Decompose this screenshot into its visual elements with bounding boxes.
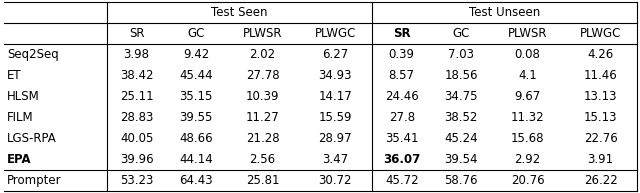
Text: 21.28: 21.28 [246, 132, 279, 145]
Text: 11.46: 11.46 [584, 69, 618, 82]
Text: 6.27: 6.27 [323, 48, 349, 61]
Text: 2.56: 2.56 [250, 153, 276, 166]
Text: 48.66: 48.66 [179, 132, 213, 145]
Text: 44.14: 44.14 [179, 153, 213, 166]
Text: 0.39: 0.39 [388, 48, 415, 61]
Text: 18.56: 18.56 [445, 69, 478, 82]
Text: 45.72: 45.72 [385, 174, 419, 187]
Text: 0.08: 0.08 [515, 48, 541, 61]
Text: 10.39: 10.39 [246, 90, 279, 103]
Text: 3.91: 3.91 [588, 153, 614, 166]
Text: 13.13: 13.13 [584, 90, 618, 103]
Text: LGS-RPA: LGS-RPA [7, 132, 57, 145]
Text: 35.41: 35.41 [385, 132, 419, 145]
Text: 15.59: 15.59 [319, 111, 352, 124]
Text: 7.03: 7.03 [449, 48, 474, 61]
Text: 34.93: 34.93 [319, 69, 352, 82]
Text: 28.83: 28.83 [120, 111, 153, 124]
Text: 4.1: 4.1 [518, 69, 537, 82]
Text: 25.11: 25.11 [120, 90, 154, 103]
Text: 11.27: 11.27 [246, 111, 280, 124]
Text: HLSM: HLSM [7, 90, 40, 103]
Text: 25.81: 25.81 [246, 174, 279, 187]
Text: 20.76: 20.76 [511, 174, 545, 187]
Text: 26.22: 26.22 [584, 174, 618, 187]
Text: Seq2Seq: Seq2Seq [7, 48, 59, 61]
Text: 14.17: 14.17 [319, 90, 352, 103]
Text: 34.75: 34.75 [445, 90, 478, 103]
Text: ET: ET [7, 69, 22, 82]
Text: 3.47: 3.47 [323, 153, 348, 166]
Text: 38.52: 38.52 [445, 111, 478, 124]
Text: FILM: FILM [7, 111, 34, 124]
Text: GC: GC [452, 27, 470, 40]
Text: 53.23: 53.23 [120, 174, 153, 187]
Text: 8.57: 8.57 [388, 69, 415, 82]
Text: 30.72: 30.72 [319, 174, 352, 187]
Text: PLWGC: PLWGC [580, 27, 621, 40]
Text: PLWGC: PLWGC [315, 27, 356, 40]
Text: 2.02: 2.02 [250, 48, 276, 61]
Text: EPA: EPA [7, 153, 31, 166]
Text: 28.97: 28.97 [319, 132, 352, 145]
Text: 35.15: 35.15 [180, 90, 213, 103]
Text: 40.05: 40.05 [120, 132, 153, 145]
Text: GC: GC [188, 27, 205, 40]
Text: 38.42: 38.42 [120, 69, 154, 82]
Text: 2.92: 2.92 [515, 153, 541, 166]
Text: 4.26: 4.26 [588, 48, 614, 61]
Text: PLWSR: PLWSR [243, 27, 282, 40]
Text: 24.46: 24.46 [385, 90, 419, 103]
Text: 22.76: 22.76 [584, 132, 618, 145]
Text: SR: SR [393, 27, 410, 40]
Text: 15.13: 15.13 [584, 111, 618, 124]
Text: Prompter: Prompter [7, 174, 61, 187]
Text: 15.68: 15.68 [511, 132, 545, 145]
Text: SR: SR [129, 27, 144, 40]
Text: 45.24: 45.24 [445, 132, 478, 145]
Text: 36.07: 36.07 [383, 153, 420, 166]
Text: 9.42: 9.42 [183, 48, 209, 61]
Text: 39.54: 39.54 [445, 153, 478, 166]
Text: Test Unseen: Test Unseen [469, 6, 540, 19]
Text: PLWSR: PLWSR [508, 27, 547, 40]
Text: 9.67: 9.67 [515, 90, 541, 103]
Text: 11.32: 11.32 [511, 111, 545, 124]
Text: 58.76: 58.76 [445, 174, 478, 187]
Text: 45.44: 45.44 [179, 69, 213, 82]
Text: 64.43: 64.43 [179, 174, 213, 187]
Text: Test Seen: Test Seen [211, 6, 268, 19]
Text: 27.78: 27.78 [246, 69, 279, 82]
Text: 3.98: 3.98 [124, 48, 150, 61]
Text: 27.8: 27.8 [388, 111, 415, 124]
Text: 39.55: 39.55 [180, 111, 213, 124]
Text: 39.96: 39.96 [120, 153, 154, 166]
